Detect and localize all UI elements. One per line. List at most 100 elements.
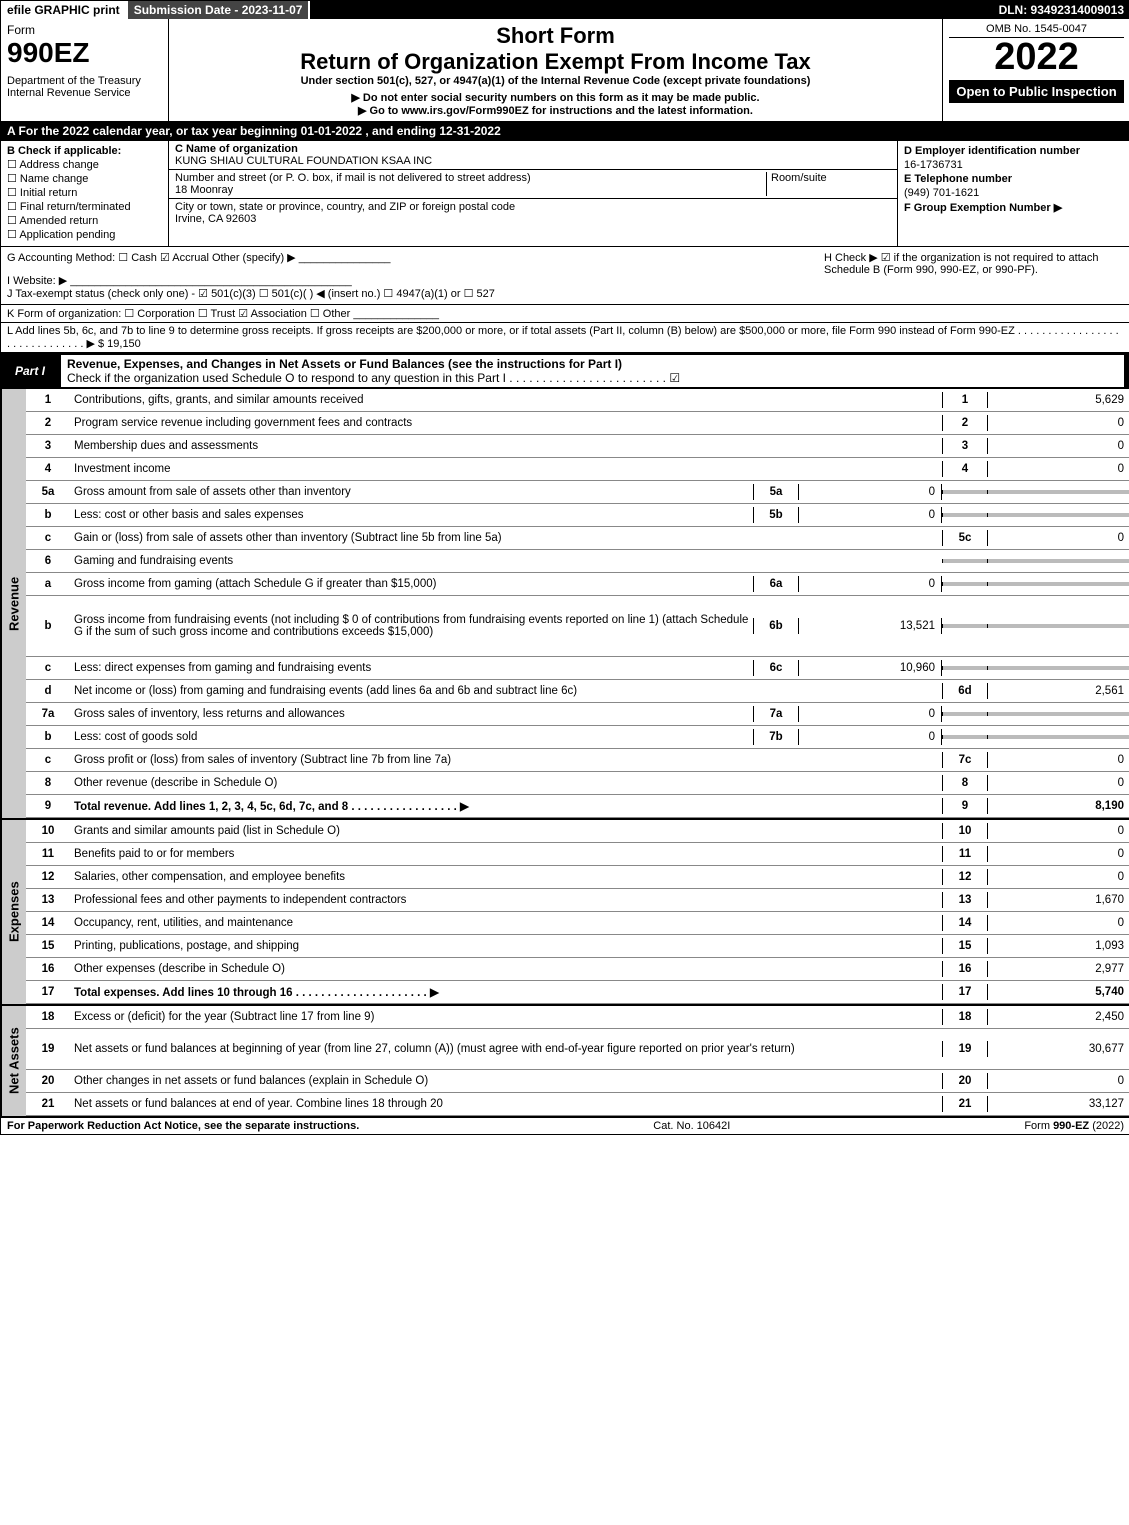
line-7a: 7a Gross sales of inventory, less return… <box>26 703 1129 726</box>
line-20: 20 Other changes in net assets or fund b… <box>26 1070 1129 1093</box>
header-mid: Short Form Return of Organization Exempt… <box>169 19 942 121</box>
line-5b-shade <box>942 513 988 517</box>
line-4-desc: Investment income <box>70 461 942 477</box>
line-6c-shade <box>942 666 988 670</box>
line-9: 9 Total revenue. Add lines 1, 2, 3, 4, 5… <box>26 795 1129 818</box>
line-5a-subval: 0 <box>799 484 942 500</box>
line-4-box: 4 <box>942 461 988 477</box>
line-1: 1 Contributions, gifts, grants, and simi… <box>26 389 1129 412</box>
header-right: OMB No. 1545-0047 2022 Open to Public In… <box>942 19 1129 121</box>
efile-label: efile GRAPHIC print <box>1 1 128 19</box>
line-6: 6 Gaming and fundraising events <box>26 550 1129 573</box>
line-18-val: 2,450 <box>988 1009 1129 1025</box>
line-10-box: 10 <box>942 823 988 839</box>
line-5a-desc: Gross amount from sale of assets other t… <box>70 484 753 500</box>
line-5c-num: c <box>26 530 70 546</box>
line-17-val: 5,740 <box>988 984 1129 1000</box>
line-2: 2 Program service revenue including gove… <box>26 412 1129 435</box>
chk-address-change[interactable]: ☐ Address change <box>7 158 162 171</box>
tax-year: 2022 <box>949 38 1124 76</box>
line-12: 12 Salaries, other compensation, and emp… <box>26 866 1129 889</box>
line-6b-num: b <box>26 618 70 634</box>
line-19: 19 Net assets or fund balances at beginn… <box>26 1029 1129 1070</box>
line-8-num: 8 <box>26 775 70 791</box>
line-6-desc: Gaming and fundraising events <box>70 553 942 569</box>
part-i-title: Revenue, Expenses, and Changes in Net As… <box>67 357 622 371</box>
city: Irvine, CA 92603 <box>175 213 891 225</box>
line-7b-shade <box>942 735 988 739</box>
line-20-box: 20 <box>942 1073 988 1089</box>
line-18: 18 Excess or (deficit) for the year (Sub… <box>26 1006 1129 1029</box>
section-g-h: G Accounting Method: ☐ Cash ☑ Accrual Ot… <box>1 247 1129 305</box>
city-label: City or town, state or province, country… <box>175 201 891 213</box>
line-7b-desc: Less: cost of goods sold <box>70 729 753 745</box>
line-6d-box: 6d <box>942 683 988 699</box>
line-9-num: 9 <box>26 798 70 814</box>
line-11-desc: Benefits paid to or for members <box>70 846 942 862</box>
line-4-num: 4 <box>26 461 70 477</box>
chk-amended-return[interactable]: ☐ Amended return <box>7 214 162 227</box>
line-7a-subnum: 7a <box>753 706 799 722</box>
line-12-num: 12 <box>26 869 70 885</box>
line-12-box: 12 <box>942 869 988 885</box>
chk-initial-return[interactable]: ☐ Initial return <box>7 186 162 199</box>
line-6a-num: a <box>26 576 70 592</box>
line-3-desc: Membership dues and assessments <box>70 438 942 454</box>
line-6b-shadeval <box>988 624 1129 628</box>
line-10-desc: Grants and similar amounts paid (list in… <box>70 823 942 839</box>
line-3-box: 3 <box>942 438 988 454</box>
line-19-box: 19 <box>942 1041 988 1057</box>
line-5b-subnum: 5b <box>753 507 799 523</box>
org-name: KUNG SHIAU CULTURAL FOUNDATION KSAA INC <box>175 155 891 167</box>
goto-link[interactable]: ▶ Go to www.irs.gov/Form990EZ for instru… <box>175 104 936 117</box>
line-6d: d Net income or (loss) from gaming and f… <box>26 680 1129 703</box>
line-13-desc: Professional fees and other payments to … <box>70 892 942 908</box>
line-13-val: 1,670 <box>988 892 1129 908</box>
line-7a-desc: Gross sales of inventory, less returns a… <box>70 706 753 722</box>
line-6a-subval: 0 <box>799 576 942 592</box>
line-7a-shadeval <box>988 712 1129 716</box>
line-5b-desc: Less: cost or other basis and sales expe… <box>70 507 753 523</box>
line-6a-subnum: 6a <box>753 576 799 592</box>
line-7c: c Gross profit or (loss) from sales of i… <box>26 749 1129 772</box>
line-j: J Tax-exempt status (check only one) - ☑… <box>7 287 824 300</box>
ein-label: D Employer identification number <box>904 145 1124 157</box>
line-21: 21 Net assets or fund balances at end of… <box>26 1093 1129 1116</box>
line-8-desc: Other revenue (describe in Schedule O) <box>70 775 942 791</box>
line-7a-num: 7a <box>26 706 70 722</box>
submission-date: Submission Date - 2023-11-07 <box>128 1 311 19</box>
revenue-side-label: Revenue <box>1 389 26 818</box>
line-9-desc: Total revenue. Add lines 1, 2, 3, 4, 5c,… <box>70 797 942 815</box>
line-14-desc: Occupancy, rent, utilities, and maintena… <box>70 915 942 931</box>
line-16-num: 16 <box>26 961 70 977</box>
line-5b-num: b <box>26 507 70 523</box>
chk-final-return[interactable]: ☐ Final return/terminated <box>7 200 162 213</box>
dln: DLN: 93492314009013 <box>993 1 1129 19</box>
chk-application-pending[interactable]: ☐ Application pending <box>7 228 162 241</box>
chk-name-change[interactable]: ☐ Name change <box>7 172 162 185</box>
line-6a-shade <box>942 582 988 586</box>
line-12-desc: Salaries, other compensation, and employ… <box>70 869 942 885</box>
telephone: (949) 701-1621 <box>904 187 1124 199</box>
top-bar: efile GRAPHIC print Submission Date - 20… <box>1 1 1129 19</box>
line-6d-val: 2,561 <box>988 683 1129 699</box>
line-21-desc: Net assets or fund balances at end of ye… <box>70 1096 942 1112</box>
ein: 16-1736731 <box>904 159 1124 171</box>
line-5c: c Gain or (loss) from sale of assets oth… <box>26 527 1129 550</box>
line-17: 17 Total expenses. Add lines 10 through … <box>26 981 1129 1004</box>
line-8: 8 Other revenue (describe in Schedule O)… <box>26 772 1129 795</box>
netassets-section: Net Assets 18 Excess or (deficit) for th… <box>1 1004 1129 1116</box>
netassets-side-label: Net Assets <box>1 1006 26 1116</box>
line-19-val: 30,677 <box>988 1041 1129 1057</box>
line-5a-shadeval <box>988 490 1129 494</box>
form-990ez: efile GRAPHIC print Submission Date - 20… <box>0 0 1129 1135</box>
line-5a-num: 5a <box>26 484 70 500</box>
line-h: H Check ▶ ☑ if the organization is not r… <box>824 251 1124 300</box>
line-k: K Form of organization: ☐ Corporation ☐ … <box>1 305 1129 323</box>
block-b-title: B Check if applicable: <box>7 145 162 157</box>
line-19-num: 19 <box>26 1041 70 1057</box>
line-13-num: 13 <box>26 892 70 908</box>
line-8-box: 8 <box>942 775 988 791</box>
form-number: 990EZ <box>7 37 162 69</box>
line-21-num: 21 <box>26 1096 70 1112</box>
